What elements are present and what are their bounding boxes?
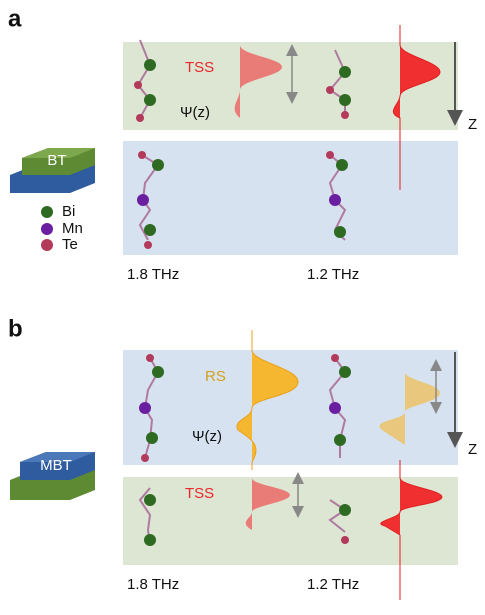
legend-item: Mn	[62, 220, 83, 237]
bulk-layer	[123, 141, 458, 255]
wavefunction-label: Ψ(z)	[180, 104, 210, 121]
legend-item: Te	[62, 236, 78, 253]
figure: a BT Bi Mn Te TSS Ψ(z) Z 1.8 THz 1.2 THz…	[0, 0, 485, 615]
frequency-label: 1.8 THz	[127, 576, 179, 593]
atom-te	[41, 239, 53, 251]
legend-item: Bi	[62, 203, 75, 220]
state-label: RS	[205, 368, 226, 385]
atom-bi	[41, 206, 53, 218]
axis-label: Z	[468, 441, 477, 458]
frequency-label: 1.8 THz	[127, 266, 179, 283]
block-label: BT	[47, 152, 66, 169]
panel-label: a	[8, 5, 22, 32]
frequency-label: 1.2 THz	[307, 576, 359, 593]
block-label: MBT	[40, 457, 72, 474]
axis-label: Z	[468, 116, 477, 133]
wavefunction-label: Ψ(z)	[192, 428, 222, 445]
atom-mn	[41, 223, 53, 235]
panel-label: b	[8, 315, 23, 342]
state-label: TSS	[185, 485, 214, 502]
state-label: TSS	[185, 59, 214, 76]
frequency-label: 1.2 THz	[307, 266, 359, 283]
